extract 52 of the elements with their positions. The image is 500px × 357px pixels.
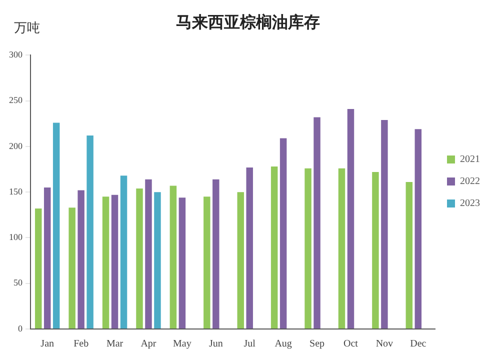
bar: [338, 168, 346, 328]
x-tick-label: Nov: [376, 338, 394, 350]
legend-label: 2023: [460, 198, 480, 210]
x-tick-label: Aug: [274, 338, 292, 350]
x-tick-label: Dec: [410, 338, 427, 350]
x-tick-label: Jan: [40, 338, 54, 350]
bar: [204, 196, 210, 328]
y-tick-label: 0: [18, 323, 23, 334]
bar: [145, 179, 152, 328]
bar: [414, 129, 422, 328]
bar: [52, 122, 60, 328]
bar: [178, 198, 186, 328]
bar: [304, 168, 312, 328]
bar: [34, 208, 42, 328]
x-tick-label: May: [173, 338, 192, 350]
y-tick-label: 150: [9, 186, 23, 196]
bar: [86, 136, 94, 328]
x-tick-label: Jun: [208, 338, 223, 350]
bar: [314, 117, 320, 328]
y-tick-label: 300: [9, 50, 23, 60]
bar: [381, 120, 388, 328]
bar: [102, 196, 110, 328]
y-tick-label: 100: [9, 232, 23, 242]
legend-label: 2021: [460, 154, 480, 166]
y-tick-label: 50: [14, 278, 23, 288]
bar: [372, 172, 379, 328]
x-tick-label: Apr: [140, 338, 157, 350]
bar: [44, 188, 51, 328]
bar: [347, 109, 354, 328]
bar: [78, 190, 84, 328]
y-tick-label: 250: [9, 95, 23, 106]
legend-label: 2022: [460, 176, 480, 188]
x-tick-label: Oct: [344, 338, 358, 350]
x-tick-label: Feb: [74, 338, 89, 350]
bar: [170, 186, 177, 328]
bar: [237, 192, 244, 328]
chart-title: 马来西亚棕榈油库存: [176, 14, 320, 32]
bar: [246, 167, 253, 328]
x-tick-label: Sep: [310, 338, 325, 350]
bar: [406, 182, 413, 328]
bar: [154, 192, 161, 328]
x-tick-label: Jul: [244, 338, 256, 350]
x-tick-label: Mar: [106, 338, 124, 350]
bar: [212, 179, 220, 328]
y-axis-title: 万吨: [14, 20, 40, 35]
bar: [68, 208, 76, 328]
bar: [280, 138, 287, 328]
y-tick-label: 200: [9, 140, 23, 151]
bar: [136, 188, 143, 328]
bar: [120, 176, 128, 328]
bar: [111, 194, 118, 328]
bar: [270, 166, 278, 328]
